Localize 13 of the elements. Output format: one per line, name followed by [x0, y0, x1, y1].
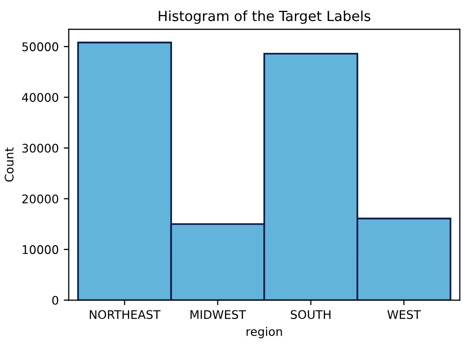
y-axis-title: Count	[4, 147, 14, 182]
x-tick-label: MIDWEST	[190, 310, 246, 320]
y-tick-label: 0	[52, 296, 58, 305]
y-tick-label: 50000	[22, 42, 58, 52]
y-tick-label: 40000	[22, 93, 58, 102]
x-axis-title: region	[246, 326, 282, 338]
x-tick-label: WEST	[387, 310, 421, 320]
x-tick-label: NORTHEAST	[90, 310, 161, 320]
y-tick-label: 30000	[22, 144, 58, 153]
y-tick-label: 20000	[22, 194, 58, 204]
y-tick-label: 10000	[22, 245, 58, 254]
chart-title: Histogram of the Target Labels	[158, 10, 370, 24]
x-tick-label: SOUTH	[290, 310, 330, 320]
